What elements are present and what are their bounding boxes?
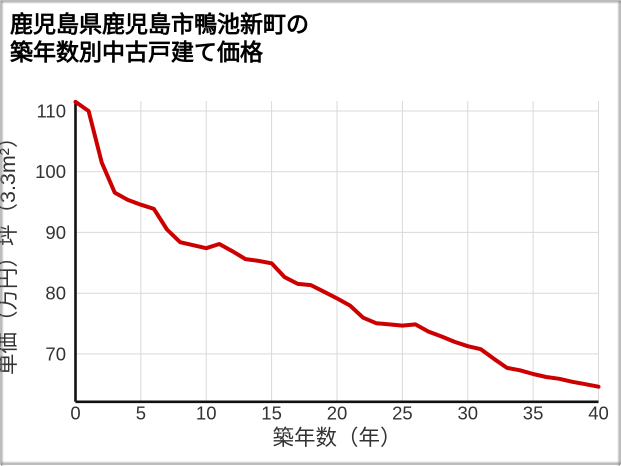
svg-text:100: 100 xyxy=(35,161,66,182)
svg-text:30: 30 xyxy=(458,403,479,424)
svg-text:15: 15 xyxy=(261,403,282,424)
svg-text:110: 110 xyxy=(37,101,67,122)
svg-text:5: 5 xyxy=(136,403,146,424)
svg-text:35: 35 xyxy=(523,403,544,424)
svg-text:25: 25 xyxy=(392,403,413,424)
svg-text:40: 40 xyxy=(588,403,609,424)
svg-text:0: 0 xyxy=(70,403,80,424)
svg-text:10: 10 xyxy=(196,403,217,424)
svg-text:90: 90 xyxy=(45,222,66,243)
svg-text:70: 70 xyxy=(45,343,66,364)
svg-text:80: 80 xyxy=(45,283,66,304)
svg-text:築年数（年）: 築年数（年） xyxy=(272,426,401,450)
svg-text:20: 20 xyxy=(327,403,348,424)
